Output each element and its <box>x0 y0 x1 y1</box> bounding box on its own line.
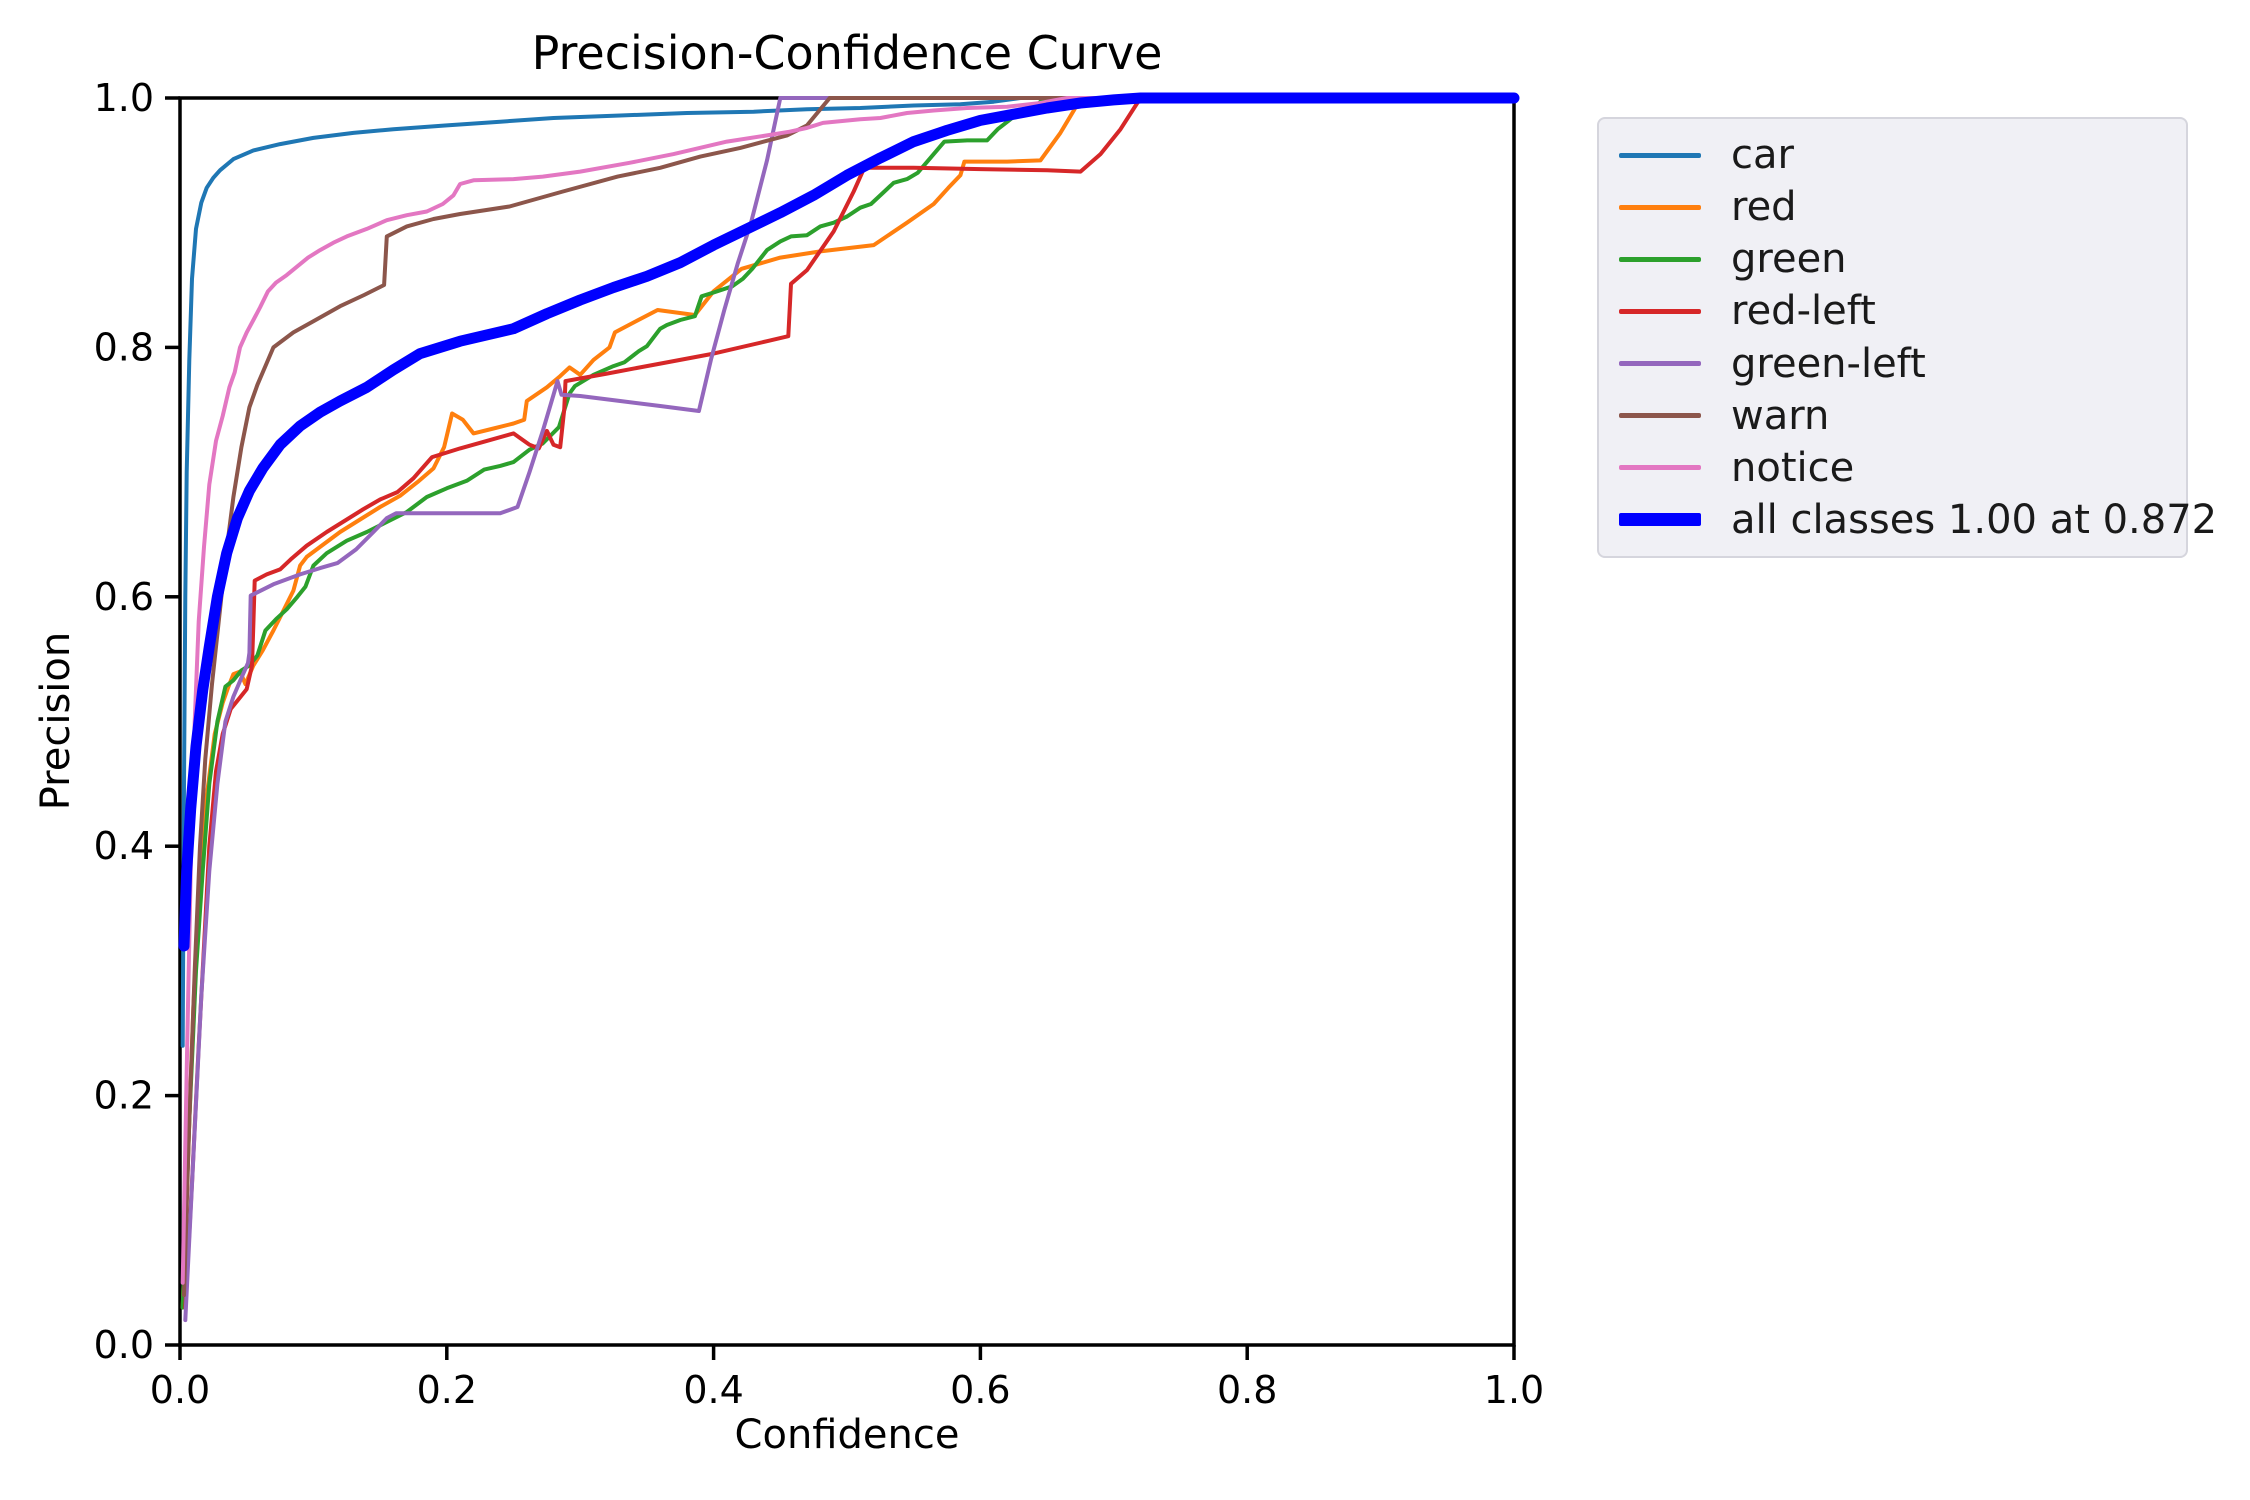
legend-item: red <box>1599 182 2186 232</box>
legend-item: green <box>1599 234 2186 284</box>
legend-line-sample <box>1619 152 1701 158</box>
legend-item-label: all classes 1.00 at 0.872 <box>1731 496 2218 543</box>
legend-line-sample <box>1619 513 1701 527</box>
x-tick-label: 0.8 <box>1217 1368 1277 1412</box>
legend-item-label: green-left <box>1731 340 1926 387</box>
y-tick-label: 0.8 <box>94 325 154 369</box>
legend-item: green-left <box>1599 339 2186 389</box>
legend-line-sample <box>1619 308 1701 314</box>
y-tick-label: 0.4 <box>94 824 154 868</box>
x-tick-label: 0.4 <box>683 1368 743 1412</box>
legend-item: red-left <box>1599 286 2186 336</box>
legend-line-sample <box>1619 256 1701 262</box>
legend-line-sample <box>1619 465 1701 471</box>
legend-item: all classes 1.00 at 0.872 <box>1599 495 2217 545</box>
series-red-left <box>183 96 1516 1310</box>
legend-item: car <box>1599 130 2186 180</box>
legend-item-label: red <box>1731 184 1797 231</box>
y-tick-label: 0.0 <box>94 1323 154 1367</box>
y-axis-label: Precision <box>33 631 79 811</box>
series-warn <box>182 96 1516 1298</box>
legend-item-label: car <box>1731 132 1794 179</box>
chart-title: Precision-Confidence Curve <box>531 26 1163 80</box>
series-green-left <box>183 96 1516 1323</box>
series-green <box>180 96 1516 1310</box>
legend-item-label: warn <box>1731 392 1830 439</box>
y-tick-label: 1.0 <box>94 76 154 120</box>
x-tick-label: 0.6 <box>950 1368 1010 1412</box>
series-notice <box>180 96 1516 1285</box>
legend-item: notice <box>1599 443 2186 493</box>
series-all <box>178 92 1520 952</box>
x-axis-label: Confidence <box>734 1412 960 1458</box>
x-tick-label: 0.2 <box>417 1368 477 1412</box>
legend-line-sample <box>1619 361 1701 367</box>
legend-item: warn <box>1599 391 2186 441</box>
x-tick-label: 1.0 <box>1484 1368 1544 1412</box>
legend-line-sample <box>1619 413 1701 419</box>
legend-item-label: red-left <box>1731 288 1876 335</box>
legend-line-sample <box>1619 204 1701 210</box>
legend-item-label: notice <box>1731 444 1855 491</box>
x-tick-label: 0.0 <box>150 1368 210 1412</box>
y-tick-label: 0.6 <box>94 575 154 619</box>
y-tick-label: 0.2 <box>94 1074 154 1118</box>
legend-item-label: green <box>1731 236 1847 283</box>
series-car <box>180 96 1516 1048</box>
series-red <box>180 96 1516 1310</box>
legend: car red green red-left green-left warn notice a… <box>1597 117 2217 558</box>
